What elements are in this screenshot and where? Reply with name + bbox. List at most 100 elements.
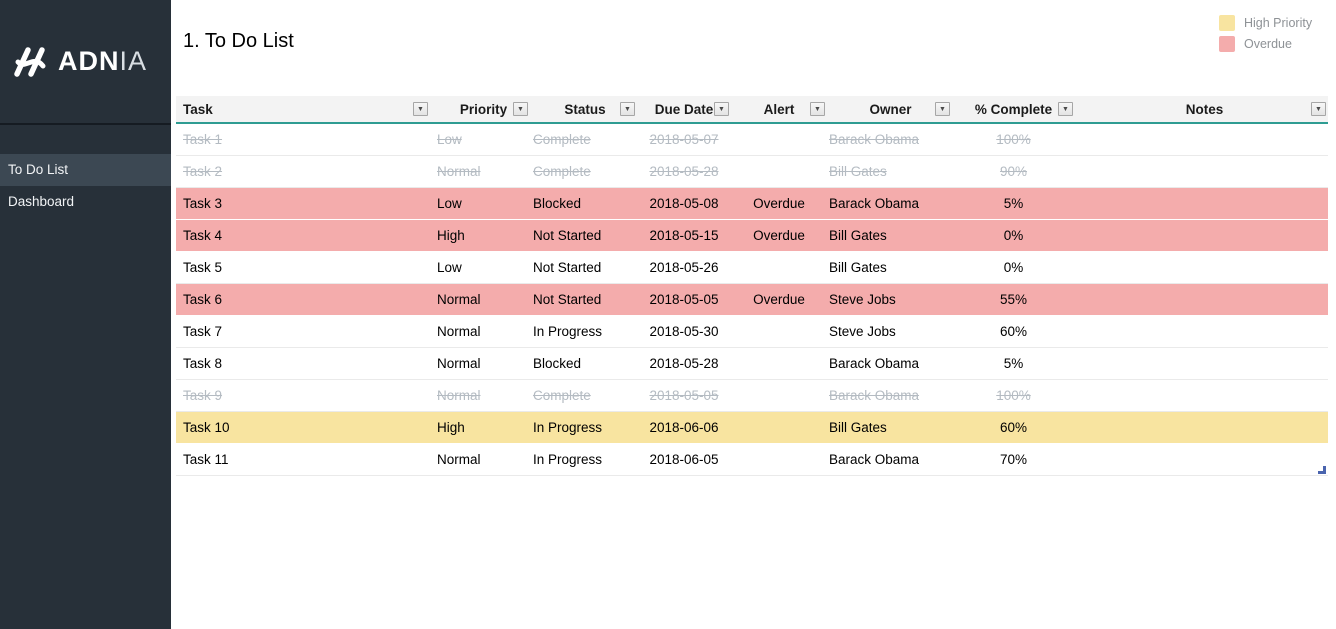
cell-notes[interactable] bbox=[1075, 124, 1328, 155]
cell-task[interactable]: Task 2 bbox=[183, 164, 223, 179]
cell-due_date[interactable]: 2018-05-07 bbox=[649, 132, 719, 147]
cell-task[interactable]: Task 1 bbox=[183, 132, 223, 147]
cell-complete[interactable]: 5% bbox=[1003, 356, 1024, 371]
sidebar-item-to-do-list[interactable]: To Do List bbox=[0, 154, 171, 186]
cell-owner[interactable]: Bill Gates bbox=[829, 260, 887, 275]
sidebar-item-dashboard[interactable]: Dashboard bbox=[8, 194, 75, 209]
cell-priority[interactable]: Low bbox=[437, 196, 462, 211]
cell-status[interactable]: Complete bbox=[533, 132, 591, 147]
cell-alert[interactable] bbox=[731, 348, 827, 379]
cell-task[interactable]: Task 3 bbox=[183, 196, 223, 211]
cell-status[interactable]: Complete bbox=[533, 388, 591, 403]
filter-dropdown-button-owner[interactable]: ▼ bbox=[935, 102, 950, 116]
cell-notes[interactable] bbox=[1075, 220, 1328, 251]
cell-notes[interactable] bbox=[1075, 348, 1328, 379]
cell-owner[interactable]: Steve Jobs bbox=[829, 324, 896, 339]
cell-status[interactable]: Blocked bbox=[533, 196, 582, 211]
filter-dropdown-button-notes[interactable]: ▼ bbox=[1311, 102, 1326, 116]
filter-dropdown-button-complete[interactable]: ▼ bbox=[1058, 102, 1073, 116]
cell-status[interactable]: Blocked bbox=[533, 356, 582, 371]
cell-priority[interactable]: Normal bbox=[437, 164, 481, 179]
cell-priority[interactable]: High bbox=[437, 420, 465, 435]
filter-dropdown-button-task[interactable]: ▼ bbox=[413, 102, 428, 116]
cell-notes[interactable] bbox=[1075, 316, 1328, 347]
cell-notes[interactable] bbox=[1075, 188, 1328, 219]
filter-dropdown-button-status[interactable]: ▼ bbox=[620, 102, 635, 116]
cell-status[interactable]: Not Started bbox=[533, 292, 602, 307]
cell-owner[interactable]: Barack Obama bbox=[829, 356, 920, 371]
cell-notes[interactable] bbox=[1075, 412, 1328, 443]
cell-alert[interactable] bbox=[731, 252, 827, 283]
cell-due_date[interactable]: 2018-05-28 bbox=[649, 164, 719, 179]
cell-task[interactable]: Task 5 bbox=[183, 260, 223, 275]
cell-owner[interactable]: Barack Obama bbox=[829, 132, 920, 147]
cell-due_date[interactable]: 2018-05-26 bbox=[649, 260, 719, 275]
cell-complete[interactable]: 55% bbox=[999, 292, 1028, 307]
cell-priority[interactable]: Low bbox=[437, 260, 462, 275]
cell-complete[interactable]: 0% bbox=[1003, 260, 1024, 275]
cell-due_date[interactable]: 2018-06-05 bbox=[649, 452, 719, 467]
filter-dropdown-button-due_date[interactable]: ▼ bbox=[714, 102, 729, 116]
cell-notes[interactable] bbox=[1075, 444, 1328, 475]
cell-status[interactable]: Complete bbox=[533, 164, 591, 179]
cell-alert[interactable]: Overdue bbox=[753, 292, 805, 307]
cell-task[interactable]: Task 10 bbox=[183, 420, 230, 435]
cell-alert[interactable] bbox=[731, 156, 827, 187]
cell-due_date[interactable]: 2018-05-05 bbox=[649, 292, 719, 307]
cell-priority[interactable]: Normal bbox=[437, 356, 481, 371]
cell-status[interactable]: Not Started bbox=[533, 260, 602, 275]
cell-priority[interactable]: Normal bbox=[437, 452, 481, 467]
cell-complete[interactable]: 60% bbox=[999, 324, 1028, 339]
cell-priority[interactable]: Normal bbox=[437, 324, 481, 339]
cell-alert[interactable] bbox=[731, 316, 827, 347]
cell-status[interactable]: In Progress bbox=[533, 452, 603, 467]
column-header-label: Owner bbox=[869, 101, 912, 117]
cell-status[interactable]: In Progress bbox=[533, 324, 603, 339]
cell-notes[interactable] bbox=[1075, 284, 1328, 315]
table-resize-handle[interactable] bbox=[1318, 466, 1326, 474]
cell-complete[interactable]: 60% bbox=[999, 420, 1028, 435]
cell-owner[interactable]: Barack Obama bbox=[829, 388, 920, 403]
cell-task[interactable]: Task 4 bbox=[183, 228, 223, 243]
cell-notes[interactable] bbox=[1075, 156, 1328, 187]
cell-priority[interactable]: Normal bbox=[437, 388, 481, 403]
cell-owner[interactable]: Bill Gates bbox=[829, 228, 887, 243]
cell-priority[interactable]: High bbox=[437, 228, 465, 243]
cell-due_date[interactable]: 2018-05-05 bbox=[649, 388, 719, 403]
cell-notes[interactable] bbox=[1075, 252, 1328, 283]
cell-owner[interactable]: Bill Gates bbox=[829, 420, 887, 435]
cell-priority[interactable]: Low bbox=[437, 132, 462, 147]
cell-alert[interactable] bbox=[731, 380, 827, 411]
cell-notes[interactable] bbox=[1075, 380, 1328, 411]
cell-owner[interactable]: Barack Obama bbox=[829, 452, 920, 467]
cell-status[interactable]: In Progress bbox=[533, 420, 603, 435]
cell-complete[interactable]: 90% bbox=[999, 164, 1028, 179]
cell-task[interactable]: Task 7 bbox=[183, 324, 223, 339]
cell-task[interactable]: Task 11 bbox=[183, 452, 229, 467]
cell-alert[interactable] bbox=[731, 412, 827, 443]
cell-owner[interactable]: Bill Gates bbox=[829, 164, 887, 179]
cell-alert[interactable]: Overdue bbox=[753, 228, 805, 243]
cell-task[interactable]: Task 9 bbox=[183, 388, 223, 403]
cell-alert[interactable] bbox=[731, 124, 827, 155]
cell-status[interactable]: Not Started bbox=[533, 228, 602, 243]
cell-due_date[interactable]: 2018-05-15 bbox=[649, 228, 719, 243]
cell-owner[interactable]: Steve Jobs bbox=[829, 292, 896, 307]
cell-owner[interactable]: Barack Obama bbox=[829, 196, 920, 211]
cell-complete[interactable]: 100% bbox=[996, 388, 1031, 403]
cell-complete[interactable]: 0% bbox=[1003, 228, 1024, 243]
cell-due_date[interactable]: 2018-05-30 bbox=[649, 324, 719, 339]
cell-priority[interactable]: Normal bbox=[437, 292, 481, 307]
cell-complete[interactable]: 70% bbox=[999, 452, 1028, 467]
cell-task[interactable]: Task 8 bbox=[183, 356, 223, 371]
cell-due_date[interactable]: 2018-06-06 bbox=[649, 420, 719, 435]
cell-due_date[interactable]: 2018-05-08 bbox=[649, 196, 719, 211]
cell-complete[interactable]: 100% bbox=[996, 132, 1031, 147]
cell-task[interactable]: Task 6 bbox=[183, 292, 223, 307]
cell-due_date[interactable]: 2018-05-28 bbox=[649, 356, 719, 371]
cell-alert[interactable] bbox=[731, 444, 827, 475]
cell-complete[interactable]: 5% bbox=[1003, 196, 1024, 211]
filter-dropdown-button-alert[interactable]: ▼ bbox=[810, 102, 825, 116]
filter-dropdown-button-priority[interactable]: ▼ bbox=[513, 102, 528, 116]
cell-alert[interactable]: Overdue bbox=[753, 196, 805, 211]
